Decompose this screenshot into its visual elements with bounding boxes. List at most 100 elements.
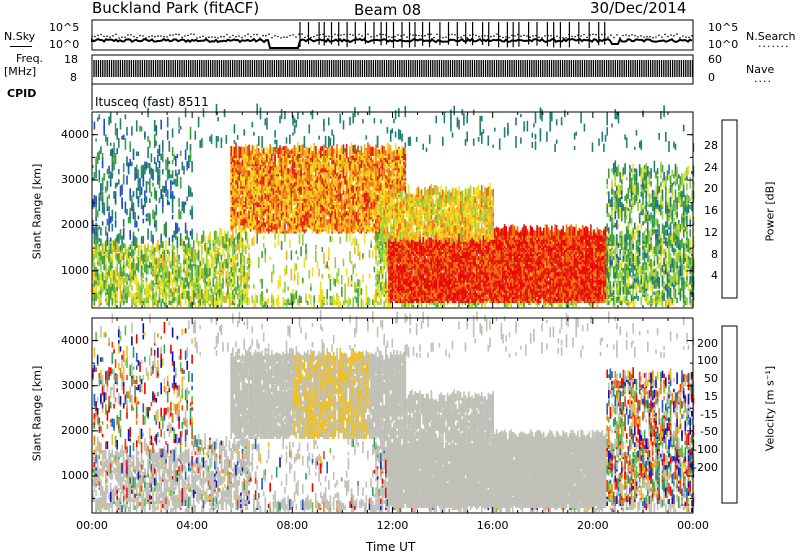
echo-cell	[199, 285, 201, 289]
echo-cell	[152, 210, 154, 220]
echo-cell	[95, 277, 97, 281]
echo-cell	[154, 256, 156, 264]
nsearch-point	[265, 35, 267, 37]
nsearch-point	[436, 34, 438, 36]
nsearch-point	[256, 34, 258, 36]
echo-cell	[149, 249, 151, 254]
echo-cell	[128, 217, 130, 224]
echo-cell	[180, 126, 182, 129]
echo-cell	[103, 203, 105, 207]
echo-cell	[108, 212, 110, 224]
echo-cell	[116, 241, 118, 252]
echo-cell	[208, 247, 210, 254]
echo-cell	[160, 189, 162, 195]
echo-cell	[219, 273, 221, 283]
echo-cell	[193, 247, 195, 258]
echo-cell	[99, 225, 101, 229]
echo-cell	[129, 263, 131, 272]
echo-cell	[169, 170, 171, 179]
echo-cell	[108, 117, 110, 126]
echo-cell	[129, 291, 131, 297]
echo-cell	[133, 250, 135, 255]
nsearch-point	[667, 36, 669, 38]
echo-cell	[138, 216, 140, 220]
echo-cell	[178, 209, 180, 220]
nsearch-point	[571, 36, 573, 38]
nsearch-point	[628, 35, 630, 37]
echo-cell	[165, 159, 167, 170]
echo-cell	[131, 293, 133, 299]
echo-cell	[177, 154, 179, 158]
echo-cell	[196, 291, 198, 299]
nsearch-point	[610, 34, 612, 36]
echo-cell	[146, 181, 148, 193]
nsearch-point	[154, 36, 156, 38]
echo-cell	[208, 289, 210, 301]
nsearch-point	[679, 37, 681, 39]
echo-cell	[172, 235, 174, 242]
echo-cell	[118, 246, 120, 252]
echo-cell	[190, 189, 192, 194]
nsearch-point	[613, 37, 615, 39]
echo-cell	[185, 296, 187, 305]
echo-cell	[214, 254, 216, 260]
echo-cell	[133, 270, 135, 280]
echo-cell	[107, 290, 109, 295]
nsky-strip-frame	[92, 20, 693, 50]
echo-cell	[100, 282, 102, 287]
nsearch-point	[316, 34, 318, 36]
echo-cell	[172, 285, 174, 289]
nsearch-point	[376, 35, 378, 37]
echo-cell	[175, 297, 177, 301]
echo-cell	[227, 246, 229, 250]
echo-cell	[129, 244, 131, 250]
nsearch-point	[232, 35, 234, 37]
echo-cell	[170, 191, 172, 197]
echo-cell	[126, 249, 128, 258]
nsearch-point	[235, 36, 237, 38]
nsearch-point	[151, 35, 153, 37]
echo-cell	[199, 241, 201, 246]
echo-cell	[103, 242, 105, 252]
echo-cell	[185, 223, 187, 234]
echo-cell	[169, 295, 171, 299]
echo-cell	[103, 280, 105, 289]
echo-cell	[123, 265, 125, 269]
nsearch-point	[139, 35, 141, 37]
echo-cell	[191, 264, 193, 274]
echo-cell	[112, 284, 114, 291]
echo-cell	[94, 227, 96, 233]
nsearch-point	[172, 34, 174, 36]
echo-cell	[113, 294, 115, 297]
echo-cell	[100, 273, 102, 280]
echo-cell	[178, 255, 180, 261]
echo-cell	[151, 296, 153, 301]
echo-cell	[186, 234, 188, 237]
nsearch-point	[502, 37, 504, 39]
echo-cell	[213, 292, 215, 295]
nsearch-point	[388, 36, 390, 38]
echo-cell	[147, 213, 149, 222]
echo-cell	[172, 160, 174, 164]
echo-cell	[162, 194, 164, 201]
echo-cell	[156, 220, 158, 223]
echo-cell	[156, 162, 158, 172]
echo-cell	[99, 247, 101, 252]
echo-cell	[199, 140, 201, 148]
echo-cell	[186, 196, 188, 201]
nsearch-point	[643, 36, 645, 38]
echo-cell	[217, 281, 219, 289]
echo-cell	[195, 302, 197, 307]
echo-cell	[217, 248, 219, 254]
nsearch-point	[94, 36, 96, 38]
echo-cell	[110, 149, 112, 156]
echo-cell	[156, 273, 158, 285]
echo-cell	[146, 162, 148, 169]
echo-cell	[103, 262, 105, 270]
echo-cell	[97, 245, 99, 252]
echo-cell	[154, 157, 156, 164]
echo-cell	[112, 298, 114, 305]
nsearch-point	[199, 36, 201, 38]
echo-cell	[116, 235, 118, 242]
echo-cell	[152, 261, 154, 265]
